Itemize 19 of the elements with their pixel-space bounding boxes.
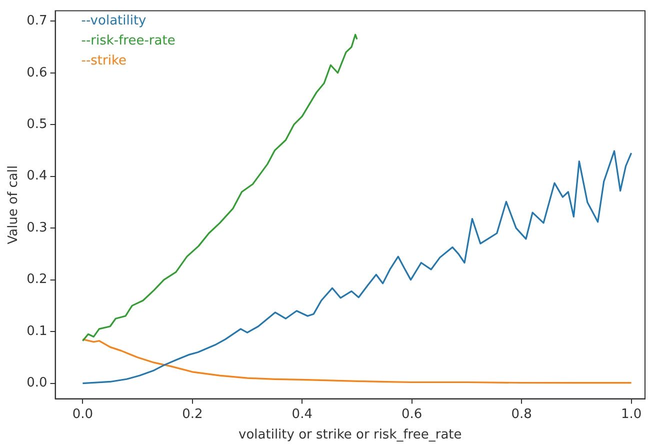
y-tick-label: 0.4 [26, 168, 48, 184]
x-tick-label: 0.4 [292, 406, 312, 422]
y-axis-title: Value of call [6, 165, 22, 244]
text: --strike [81, 54, 127, 69]
y-tick-label: 0.1 [26, 324, 48, 339]
y-tick-label: 0.5 [26, 116, 48, 132]
x-tick-label: 0.6 [402, 406, 422, 422]
x-tick-label: 0.8 [511, 406, 532, 422]
y-tick-label: 0.6 [26, 65, 48, 80]
x-axis-title: volatility or strike or risk_free_rate [238, 428, 462, 443]
text: --volatility [81, 14, 147, 29]
x-tick-label: 1.0 [620, 406, 642, 422]
y-tick-label: 0.0 [26, 376, 48, 391]
y-tick-label: 0.2 [26, 272, 48, 288]
y-tick-label: 0.7 [26, 14, 48, 29]
x-tick-label: 0.0 [72, 406, 94, 422]
x-tick-label: 0.2 [182, 406, 203, 422]
text: --risk-free-rate [81, 34, 176, 49]
y-tick-label: 0.3 [26, 220, 48, 236]
